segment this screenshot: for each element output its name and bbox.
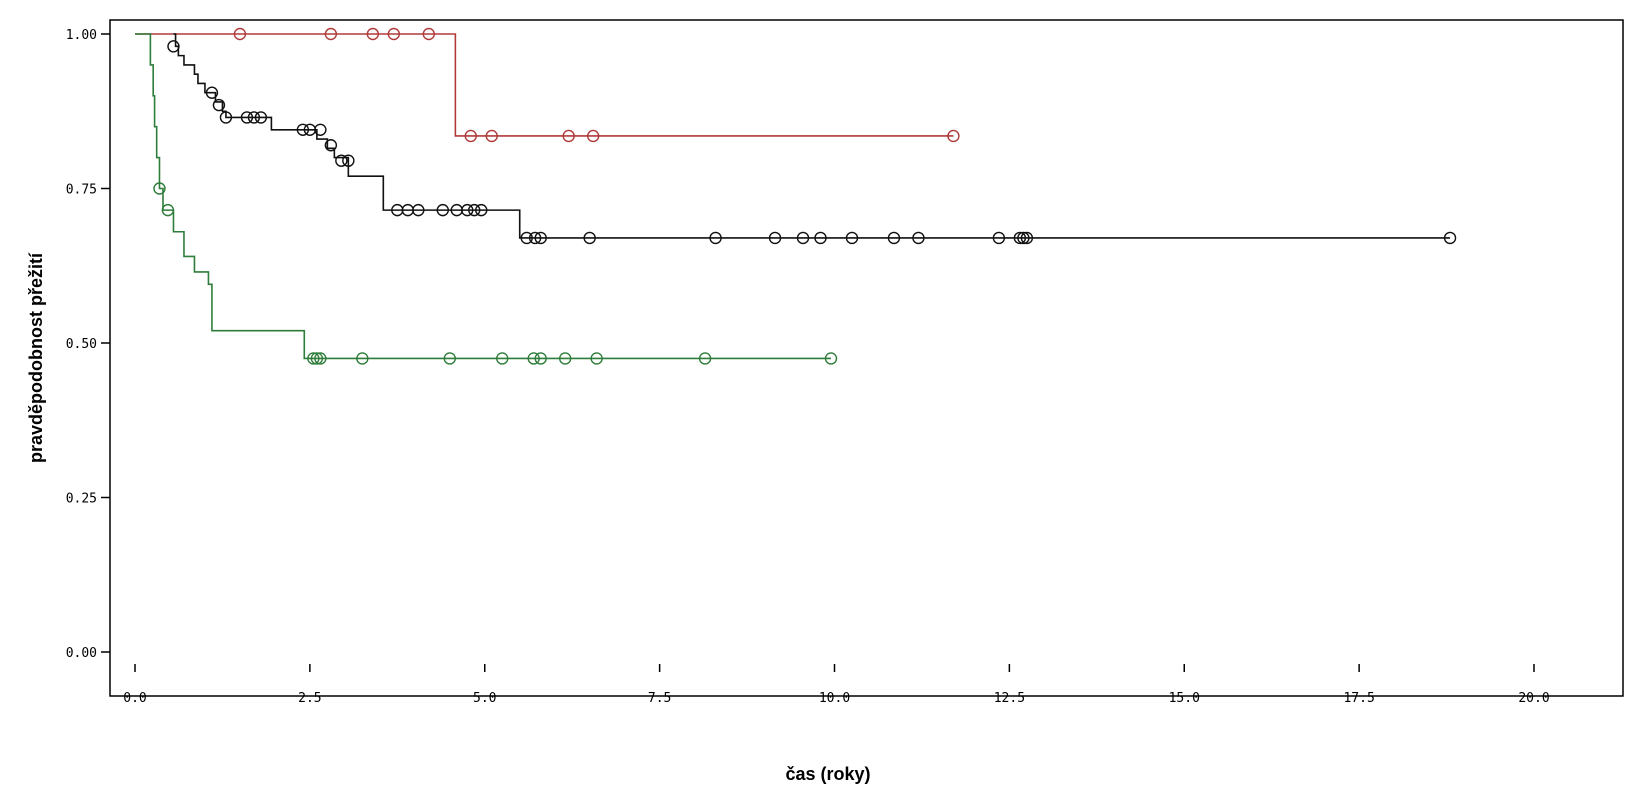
- censor-marker: [583, 231, 596, 245]
- censor-marker: [824, 352, 838, 365]
- censor-marker: [464, 129, 477, 143]
- censor-marker: [534, 352, 547, 365]
- censor-marker: [912, 231, 925, 245]
- censor-marker: [1013, 231, 1027, 245]
- censor-marker: [412, 203, 425, 217]
- censor-marker: [153, 182, 166, 195]
- censor-marker: [324, 139, 338, 152]
- censor-marker: [796, 231, 810, 245]
- censor-marker: [520, 231, 533, 245]
- x-axis-title: čas (roky): [785, 764, 870, 784]
- censor-marker: [307, 352, 320, 365]
- censor-marker: [254, 111, 268, 124]
- censor-marker: [233, 27, 247, 41]
- censor-marker: [1017, 231, 1030, 245]
- censor-marker: [992, 231, 1006, 245]
- censor-marker: [1020, 231, 1034, 245]
- censor-marker: [335, 154, 348, 167]
- censor-marker: [845, 231, 859, 245]
- censor-marker: [947, 129, 960, 143]
- x-tick-label: 20.0: [1518, 691, 1549, 706]
- plot-frame: [109, 19, 1624, 697]
- y-tick-label: 1.00: [66, 28, 97, 43]
- x-tick-label: 0.0: [123, 691, 146, 706]
- censor-marker: [167, 40, 180, 53]
- censor-marker: [161, 203, 175, 217]
- y-tick-label: 0.75: [66, 183, 97, 198]
- censor-marker: [314, 123, 327, 136]
- censor-marker: [558, 352, 572, 365]
- y-tick-label: 0.25: [66, 492, 97, 507]
- x-tick-label: 17.5: [1343, 691, 1374, 706]
- censor-marker: [212, 98, 226, 112]
- censor-marker: [310, 352, 324, 365]
- x-tick-label: 5.0: [473, 691, 496, 706]
- censor-marker: [768, 231, 782, 245]
- censor-marker: [527, 352, 540, 365]
- axes: 0.0 2.5 5.0 7.5 10.0 12.5 15.0 17.5 20.0 0.00 0.25…: [66, 28, 1550, 706]
- censor-marker: [586, 129, 600, 143]
- x-tick-label: 2.5: [298, 691, 321, 706]
- censor-marker: [296, 123, 310, 136]
- series-2: [135, 33, 838, 365]
- censor-marker: [436, 203, 449, 217]
- censor-marker: [324, 27, 338, 41]
- censor-marker: [534, 231, 547, 245]
- series-line: [135, 33, 954, 137]
- censor-marker: [562, 129, 575, 143]
- censor-marker: [485, 129, 498, 143]
- censor-marker: [205, 86, 219, 99]
- censor-marker: [314, 352, 327, 365]
- censor-marker: [387, 27, 401, 41]
- censor-marker: [1443, 231, 1457, 245]
- censor-marker: [247, 111, 261, 124]
- y-tick-label: 0.50: [66, 337, 97, 352]
- censor-marker: [342, 154, 355, 167]
- censor-marker: [590, 352, 603, 365]
- censor-marker: [814, 231, 827, 245]
- x-tick-label: 10.0: [819, 691, 850, 706]
- censor-marker: [698, 352, 712, 365]
- censor-marker: [475, 203, 488, 217]
- censor-marker: [887, 231, 901, 245]
- series-layer: [135, 27, 1457, 365]
- series-0: [135, 27, 960, 143]
- censor-marker: [468, 203, 481, 217]
- censor-marker: [709, 231, 722, 245]
- y-tick-label: 0.00: [66, 646, 97, 661]
- censor-marker: [356, 352, 369, 365]
- series-1: [167, 33, 1457, 245]
- censor-marker: [528, 231, 542, 245]
- censor-marker: [496, 352, 509, 365]
- x-tick-label: 15.0: [1169, 691, 1200, 706]
- series-line: [135, 33, 832, 360]
- censor-marker: [461, 203, 474, 217]
- censor-marker: [219, 111, 233, 124]
- censor-marker: [240, 111, 254, 124]
- x-tick-label: 7.5: [648, 691, 671, 706]
- x-tick-label: 12.5: [994, 691, 1025, 706]
- censor-marker: [366, 27, 380, 41]
- censor-marker: [422, 27, 435, 41]
- y-axis-title: pravděpodobnost přežití: [26, 252, 46, 463]
- censor-marker: [443, 352, 456, 365]
